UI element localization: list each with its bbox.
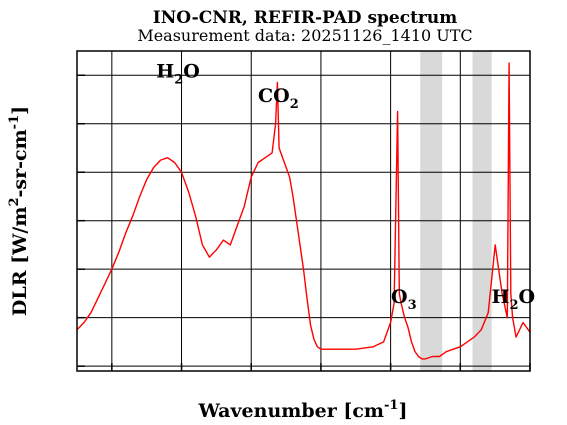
annotation-label: O3 <box>391 286 417 313</box>
absorption-band <box>472 51 492 371</box>
grid-layer <box>77 51 530 371</box>
bands-layer <box>420 51 492 371</box>
annotation-label: CO2 <box>258 85 299 112</box>
annotation-label: H2O <box>491 286 535 313</box>
x-axis-title: Wavenumber [cm-1] <box>198 398 408 422</box>
annotation-label: H2O <box>156 61 200 88</box>
annotation-layer: H2O CO2 O3 H2O <box>156 61 535 313</box>
ticks-layer <box>77 74 531 371</box>
y-axis-title: DLR [W/m2-sr-cm-1] <box>7 106 31 316</box>
chart-title: INO-CNR, REFIR-PAD spectrum <box>153 8 457 28</box>
plot-frame <box>76 50 531 372</box>
chart-subtitle: Measurement data: 20251126_1410 UTC <box>137 26 472 45</box>
absorption-band <box>420 51 443 371</box>
axis-title-layer: Wavenumber [cm-1] DLR [W/m2-sr-cm-1] <box>7 106 407 422</box>
series-layer <box>76 62 531 360</box>
spectrum-line <box>76 62 531 360</box>
